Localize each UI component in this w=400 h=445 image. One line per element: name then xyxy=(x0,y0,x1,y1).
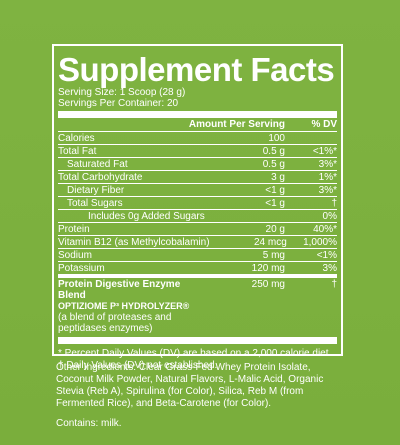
divider-medium xyxy=(58,274,337,278)
nutrient-dv: 40%* xyxy=(313,223,337,235)
nutrient-dv: † xyxy=(331,197,337,209)
nutrient-row-added-sugars: Includes 0g Added Sugars 0% xyxy=(58,210,337,223)
nutrient-dv: 0% xyxy=(322,210,337,222)
nutrient-name: Saturated Fat xyxy=(67,158,128,170)
nutrient-amount: 120 mg xyxy=(251,262,285,274)
nutrient-amount: 0.5 g xyxy=(262,145,285,157)
blend-dv: † xyxy=(331,279,337,290)
nutrient-row-vitamin-b12: Vitamin B12 (as Methylcobalamin) 24 mcg … xyxy=(58,236,337,249)
nutrient-dv: <1%* xyxy=(312,145,337,157)
divider-thick-bottom xyxy=(58,337,337,344)
nutrient-name: Total Sugars xyxy=(67,197,123,209)
nutrient-row-saturated-fat: Saturated Fat 0.5 g 3%* xyxy=(58,158,337,171)
nutrient-amount: 24 mcg xyxy=(254,236,287,248)
nutrient-row-potassium: Potassium 120 mg 3% xyxy=(58,262,337,274)
divider-thick xyxy=(58,111,337,118)
nutrient-dv: 3%* xyxy=(318,158,337,170)
nutrient-amount: 20 g xyxy=(265,223,285,235)
facts-title: Supplement Facts xyxy=(58,51,335,88)
nutrient-name: Total Carbohydrate xyxy=(58,171,143,183)
nutrient-amount: 100 xyxy=(268,132,285,144)
enzyme-blend-row: Protein Digestive Enzyme Blend OPTIZIOME… xyxy=(58,278,337,334)
blend-name: Protein Digestive Enzyme Blend xyxy=(58,279,181,301)
allergen-contains: Contains: milk. xyxy=(56,418,122,429)
nutrient-name: Vitamin B12 (as Methylcobalamin) xyxy=(58,236,210,248)
nutrient-dv: <1% xyxy=(316,249,337,261)
footnote-not-established: † Daily Values (DV) not established. xyxy=(58,360,218,371)
supplement-facts-box: Supplement Facts Serving Size: 1 Scoop (… xyxy=(52,44,343,371)
nutrient-amount: 3 g xyxy=(271,171,285,183)
nutrient-name: Potassium xyxy=(58,262,105,274)
nutrient-name: Total Fat xyxy=(58,145,97,157)
nutrient-dv: 1%* xyxy=(318,171,337,183)
blend-amount: 250 mg xyxy=(251,279,285,290)
footnotes: * Percent Daily Values (DV) are based on… xyxy=(58,344,337,372)
serving-size: Serving Size: 1 Scoop (28 g) xyxy=(58,87,186,98)
ingredients-section: Other Ingredients: Clear Grass-Fed Whey … xyxy=(56,362,348,430)
nutrient-row-sodium: Sodium 5 mg <1% xyxy=(58,249,337,262)
blend-trademark: OPTIZIOME P³ HYDROLYZER® xyxy=(58,301,190,311)
nutrient-name: Protein xyxy=(58,223,90,235)
nutrient-amount: 0.5 g xyxy=(262,158,285,170)
nutrient-row-total-carbohydrate: Total Carbohydrate 3 g 1%* xyxy=(58,171,337,184)
nutrient-name: Includes 0g Added Sugars xyxy=(88,210,205,222)
footnote-dv: * Percent Daily Values (DV) are based on… xyxy=(58,348,332,359)
amount-per-serving-header: Amount Per Serving xyxy=(188,119,285,130)
nutrient-row-protein: Protein 20 g 40%* xyxy=(58,223,337,236)
nutrient-amount: 5 mg xyxy=(262,249,285,261)
nutrient-name: Calories xyxy=(58,132,95,144)
nutrient-dv: 3%* xyxy=(318,184,337,196)
nutrient-row-total-fat: Total Fat 0.5 g <1%* xyxy=(58,145,337,158)
nutrient-row-dietary-fiber: Dietary Fiber <1 g 3%* xyxy=(58,184,337,197)
nutrient-amount: <1 g xyxy=(265,184,285,196)
column-header-row: Amount Per Serving % DV xyxy=(58,118,337,132)
blend-description: (a blend of proteases and peptidases enz… xyxy=(58,312,172,334)
servings-per-container: Servings Per Container: 20 xyxy=(58,98,179,109)
nutrient-row-calories: Calories 100 xyxy=(58,132,337,145)
nutrient-name: Dietary Fiber xyxy=(67,184,125,196)
dv-header: % DV xyxy=(311,119,337,130)
nutrient-row-total-sugars: Total Sugars <1 g † xyxy=(58,197,337,210)
nutrient-dv: 3% xyxy=(322,262,337,274)
nutrient-name: Sodium xyxy=(58,249,92,261)
other-ingredients: Other Ingredients: Clear Grass-Fed Whey … xyxy=(56,362,324,409)
nutrient-amount: <1 g xyxy=(265,197,285,209)
nutrient-dv: 1,000% xyxy=(303,236,337,248)
